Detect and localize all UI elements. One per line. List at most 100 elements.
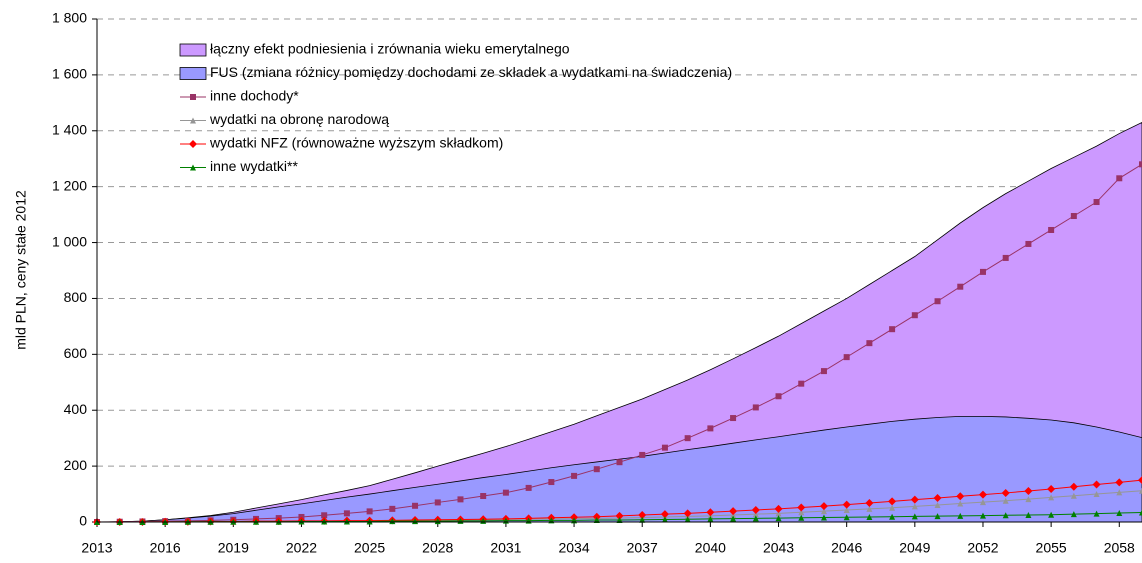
marker [934, 513, 941, 520]
legend-label: wydatki NFZ (równoważne wyższym składkom… [209, 135, 503, 151]
x-tick-label: 2058 [1104, 540, 1135, 556]
legend-swatch [179, 43, 207, 57]
marker [934, 298, 941, 305]
x-tick-label: 2019 [218, 540, 249, 556]
marker [1025, 512, 1032, 519]
marker [1048, 494, 1055, 501]
marker [957, 500, 964, 507]
marker [684, 435, 691, 442]
y-tick-label: 200 [64, 457, 88, 473]
marker [820, 508, 827, 515]
marker [190, 117, 196, 124]
y-tick-label: 1 600 [52, 66, 87, 82]
marker [593, 466, 600, 473]
y-tick-label: 1 800 [52, 10, 87, 26]
marker [819, 502, 828, 511]
marker [866, 340, 873, 347]
marker [684, 516, 691, 523]
y-tick-label: 1 400 [52, 121, 87, 137]
marker [730, 515, 737, 522]
marker [752, 515, 759, 522]
marker [774, 504, 783, 513]
marker [1069, 482, 1078, 491]
marker [751, 505, 760, 514]
marker [866, 505, 873, 512]
marker [843, 506, 850, 513]
marker [638, 511, 647, 520]
marker [1092, 480, 1101, 489]
marker [1116, 489, 1123, 496]
marker [1047, 485, 1056, 494]
legend: łączny efekt podniesienia i zrównania wi… [179, 41, 732, 174]
legend-label: inne wydatki** [210, 158, 298, 174]
y-tick-label: 0 [79, 513, 87, 529]
marker [957, 512, 964, 519]
marker [1002, 512, 1009, 519]
marker [412, 502, 419, 509]
marker [865, 498, 874, 507]
marker [1048, 511, 1055, 518]
x-tick-label: 2028 [422, 540, 453, 556]
y-tick-label: 1 000 [52, 233, 87, 249]
marker [615, 511, 624, 520]
marker [889, 326, 896, 333]
x-tick-label: 2025 [354, 540, 385, 556]
marker [1048, 226, 1055, 233]
x-tick-label: 2016 [150, 540, 181, 556]
x-tick-label: 2031 [490, 540, 521, 556]
marker [639, 516, 646, 523]
marker [956, 492, 965, 501]
marker [190, 94, 196, 100]
marker [189, 140, 197, 148]
marker [1116, 510, 1123, 517]
marker [730, 415, 737, 422]
marker [571, 472, 578, 479]
marker [457, 496, 464, 503]
marker [775, 515, 782, 522]
marker [525, 484, 532, 491]
marker [707, 425, 714, 432]
marker [1024, 486, 1033, 495]
x-tick-label: 2049 [899, 540, 930, 556]
marker [775, 393, 782, 400]
marker [389, 518, 396, 525]
y-tick-label: 400 [64, 401, 88, 417]
marker [1002, 254, 1009, 261]
marker [843, 354, 850, 361]
marker [412, 518, 419, 525]
marker [1093, 491, 1100, 498]
marker [866, 513, 873, 520]
marker [888, 497, 897, 506]
legend-label: FUS (zmiana różnicy pomiędzy dochodami z… [210, 64, 732, 80]
marker [389, 505, 396, 512]
marker [911, 513, 918, 520]
marker [706, 508, 715, 517]
legend-label: wydatki na obronę narodową [209, 111, 389, 127]
marker [1093, 510, 1100, 517]
marker [548, 479, 555, 486]
marker [889, 504, 896, 511]
marker [321, 518, 328, 525]
legend-label: inne dochody* [210, 88, 299, 104]
marker [1139, 487, 1142, 494]
marker [660, 510, 669, 519]
marker [343, 510, 350, 517]
marker [343, 518, 350, 525]
x-tick-label: 2046 [831, 540, 862, 556]
legend-label: łączny efekt podniesienia i zrównania wi… [210, 41, 570, 57]
marker [979, 268, 986, 275]
marker [1116, 175, 1123, 182]
y-tick-label: 600 [64, 345, 88, 361]
marker [798, 514, 805, 521]
marker [798, 380, 805, 387]
marker [957, 283, 964, 290]
x-tick-label: 2037 [627, 540, 658, 556]
marker [1025, 240, 1032, 247]
x-tick-label: 2043 [763, 540, 794, 556]
marker [707, 515, 714, 522]
marker [1115, 478, 1124, 487]
y-tick-label: 1 200 [52, 177, 87, 193]
marker [911, 312, 918, 319]
marker [889, 513, 896, 520]
